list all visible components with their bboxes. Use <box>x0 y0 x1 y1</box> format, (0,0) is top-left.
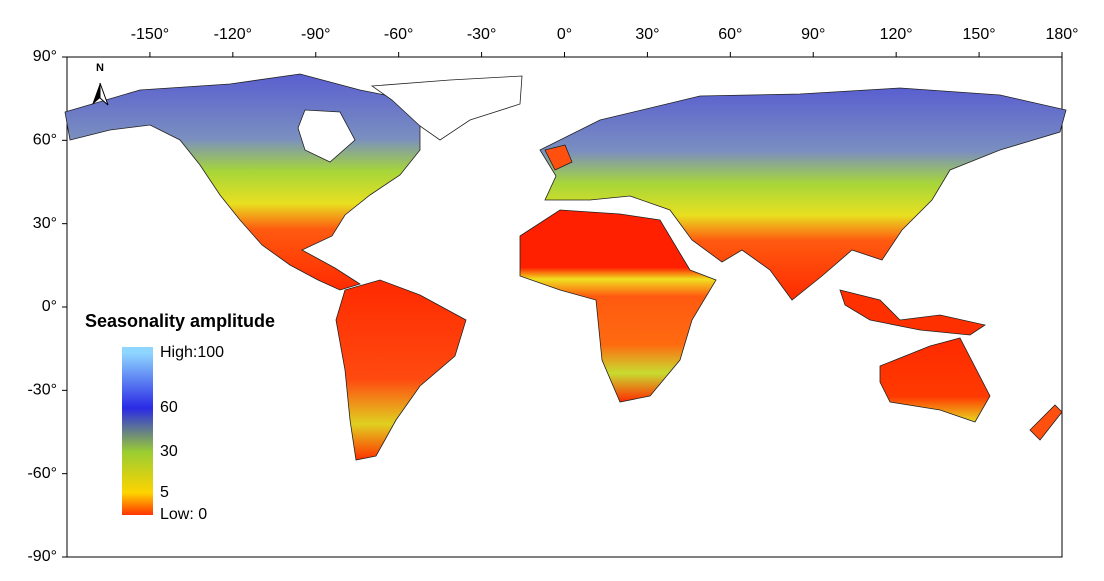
north-america <box>64 73 421 291</box>
lat-tick-label: 90° <box>33 48 57 65</box>
lon-tick-label: 120° <box>880 26 913 43</box>
land <box>64 73 1067 461</box>
legend-label: 30 <box>160 443 178 460</box>
north-label: N <box>96 62 104 74</box>
north-arrow-shape <box>92 83 100 105</box>
lat-tick-label: -90° <box>27 548 57 565</box>
lon-tick-label: 180° <box>1045 26 1078 43</box>
lon-tick-label: -150° <box>131 26 169 43</box>
maritime-asia <box>839 289 987 336</box>
legend-label: Low: 0 <box>160 506 207 523</box>
lon-tick-label: 30° <box>635 26 659 43</box>
lat-tick-label: 60° <box>33 132 57 149</box>
legend-title: Seasonality amplitude <box>85 311 275 331</box>
legend: Seasonality amplitude High:100 60 30 5 Low: … <box>85 311 275 523</box>
lon-tick-label: 60° <box>718 26 742 43</box>
lon-tick-label: -90° <box>301 26 331 43</box>
north-arrow-shape <box>99 82 109 106</box>
legend-label: High:100 <box>160 344 224 361</box>
lon-tick-label: 0° <box>557 26 572 43</box>
lat-tick-label: -30° <box>27 382 57 399</box>
lon-tick-label: -60° <box>384 26 414 43</box>
lon-tick-label: -120° <box>214 26 252 43</box>
africa <box>519 209 717 403</box>
south-america <box>335 279 467 461</box>
lat-tick-label: 0° <box>42 298 57 315</box>
greenland <box>370 75 523 141</box>
legend-label: 60 <box>160 399 178 416</box>
north-arrow: N <box>92 62 109 106</box>
legend-label: 5 <box>160 484 169 501</box>
lon-tick-label: -30° <box>467 26 497 43</box>
lat-tick-label: 30° <box>33 215 57 232</box>
australia <box>879 337 991 423</box>
legend-colorbar <box>122 347 153 515</box>
lon-tick-label: 90° <box>801 26 825 43</box>
britain <box>544 144 573 171</box>
new-zealand <box>1029 404 1063 441</box>
eurasia <box>539 87 1067 301</box>
lat-tick-label: -60° <box>27 465 57 482</box>
lon-tick-label: 150° <box>963 26 996 43</box>
hudson-bay <box>297 109 356 163</box>
